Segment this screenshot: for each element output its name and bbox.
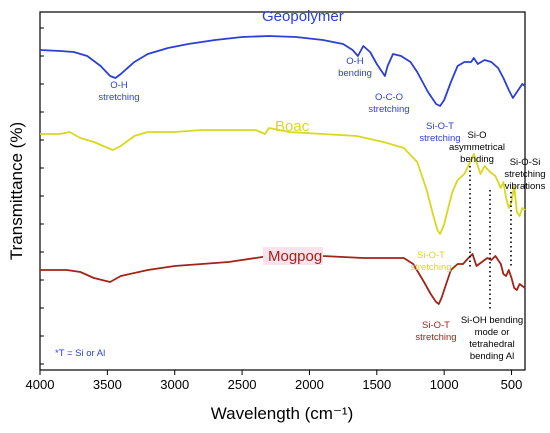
annotation-siosi-line2: stretching xyxy=(504,169,545,180)
series-label-boac: Boac xyxy=(275,118,310,135)
annotation-siot-geopolymer-line1: Si-O-T xyxy=(426,121,454,132)
annotation-sioh-line3: tetrahedral xyxy=(469,339,514,350)
annotation-siot-mogpog: Si-O-T stretching xyxy=(415,320,456,343)
annotation-oco-stretching-line2: stretching xyxy=(368,104,409,115)
annotation-sio-line3: bending xyxy=(460,154,494,165)
guide-lines xyxy=(469,166,512,311)
x-tick-label: 3500 xyxy=(93,377,122,392)
annotation-siot-boac-line2: stretching xyxy=(410,262,451,273)
annotation-siosi-line3: vibrations xyxy=(505,181,546,192)
annotation-oh-stretching-line2: stretching xyxy=(98,92,139,103)
y-axis-title: Transmittance (%) xyxy=(7,122,26,260)
annotation-sioh-bending: Si-OH bending mode or tetrahedral bendin… xyxy=(461,315,523,362)
annotation-sio-line2: asymmetrical xyxy=(449,142,505,153)
x-ticks: 4000 3500 3000 2500 2000 1500 1000 500 xyxy=(26,370,523,392)
annotation-siot-boac: Si-O-T stretching xyxy=(410,250,451,273)
annotation-siot-mogpog-line2: stretching xyxy=(415,332,456,343)
annotation-siot-geopolymer-line2: stretching xyxy=(419,133,460,144)
series-label-mogpog-bg xyxy=(263,247,323,265)
annotation-oh-bending: O-H bending xyxy=(338,56,372,79)
annotation-sioh-line1: Si-OH bending xyxy=(461,315,523,326)
annotation-oco-stretching: O-C-O stretching xyxy=(368,92,409,115)
annotation-siot-geopolymer: Si-O-T stretching xyxy=(419,121,460,144)
annotation-sio-asymmetrical: Si-O asymmetrical bending xyxy=(449,130,505,165)
annotation-oh-stretching-line1: O-H xyxy=(110,80,128,91)
series-line-boac xyxy=(40,127,526,235)
x-tick-label: 2000 xyxy=(295,377,324,392)
series-label-geopolymer: Geopolymer xyxy=(262,8,344,25)
series-line-mogpog xyxy=(40,253,526,305)
annotation-oco-stretching-line1: O-C-O xyxy=(375,92,403,103)
annotation-sio-line1: Si-O xyxy=(468,130,487,141)
series-line-geopolymer xyxy=(39,35,526,107)
annotation-siot-boac-line1: Si-O-T xyxy=(417,250,445,261)
annotation-sioh-line4: bending Al xyxy=(470,351,514,362)
series-lines xyxy=(39,35,526,305)
annotation-oh-bending-line2: bending xyxy=(338,68,372,79)
x-tick-label: 500 xyxy=(501,377,523,392)
annotation-siot-mogpog-line1: Si-O-T xyxy=(422,320,450,331)
x-tick-label: 3000 xyxy=(160,377,189,392)
x-axis-title: Wavelength (cm⁻¹) xyxy=(211,404,353,423)
annotation-siosi-stretching: Si-O-Si stretching vibrations xyxy=(504,157,545,192)
annotation-oh-stretching: O-H stretching xyxy=(98,80,139,103)
x-tick-label: 1500 xyxy=(362,377,391,392)
annotation-sioh-line2: mode or xyxy=(475,327,510,338)
series-label-mogpog: Mogpog xyxy=(268,248,322,265)
x-tick-label: 2500 xyxy=(228,377,257,392)
footnote: *T = Si or Al xyxy=(55,348,105,359)
x-tick-label: 4000 xyxy=(26,377,55,392)
annotation-siosi-line1: Si-O-Si xyxy=(510,157,541,168)
annotation-oh-bending-line1: O-H xyxy=(346,56,364,67)
plot-frame xyxy=(39,11,526,371)
y-ticks xyxy=(40,27,44,365)
x-tick-label: 1000 xyxy=(430,377,459,392)
